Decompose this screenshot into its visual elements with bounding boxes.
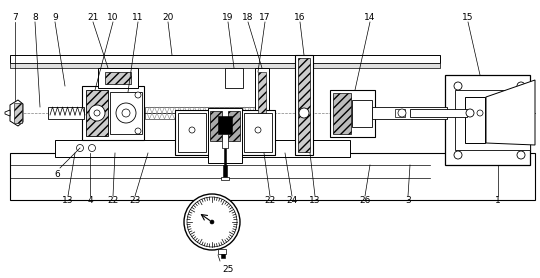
Circle shape [454, 151, 462, 159]
Text: 18: 18 [242, 13, 254, 22]
Bar [455, 90, 530, 150]
Text: 16: 16 [294, 13, 306, 22]
Circle shape [268, 145, 275, 152]
Text: 9: 9 [52, 13, 58, 22]
Bar [208, 108, 242, 163]
Bar [352, 100, 372, 127]
Bar [221, 254, 225, 258]
Polygon shape [10, 100, 23, 126]
Circle shape [116, 103, 136, 123]
Bar [410, 109, 467, 117]
Text: 6: 6 [54, 170, 60, 179]
Circle shape [517, 151, 525, 159]
Circle shape [210, 220, 214, 224]
Bar [225, 68, 243, 88]
Bar [82, 86, 144, 140]
Bar [10, 153, 535, 200]
Circle shape [184, 194, 240, 250]
Bar [14, 103, 22, 123]
Text: 1: 1 [495, 196, 501, 205]
Circle shape [77, 145, 84, 152]
Bar [178, 113, 206, 152]
Text: 14: 14 [364, 13, 376, 22]
Circle shape [89, 105, 105, 121]
Bar [210, 111, 222, 141]
Circle shape [454, 82, 462, 90]
Bar [221, 177, 229, 180]
Text: 13: 13 [62, 196, 74, 205]
Circle shape [122, 109, 130, 117]
Text: 26: 26 [359, 196, 370, 205]
Polygon shape [486, 80, 535, 145]
Bar [218, 116, 232, 134]
Bar [295, 55, 313, 155]
Text: 11: 11 [132, 13, 144, 22]
Bar [298, 58, 310, 152]
Circle shape [398, 109, 406, 117]
Circle shape [94, 110, 100, 116]
Bar [228, 111, 240, 141]
Circle shape [466, 109, 474, 117]
Text: 21: 21 [87, 13, 99, 22]
Circle shape [135, 92, 141, 98]
Text: 24: 24 [286, 196, 298, 205]
Text: 22: 22 [265, 196, 275, 205]
Bar [258, 72, 266, 150]
Bar [255, 68, 269, 153]
Bar [223, 165, 227, 177]
Bar [445, 75, 530, 165]
Bar [145, 107, 260, 119]
Bar [105, 72, 131, 84]
Bar [10, 55, 440, 63]
Circle shape [255, 127, 261, 133]
Text: 19: 19 [222, 13, 234, 22]
Polygon shape [5, 110, 10, 116]
Text: 17: 17 [259, 13, 271, 22]
Text: 25: 25 [222, 265, 234, 274]
Circle shape [187, 197, 237, 247]
Bar [86, 90, 108, 136]
Text: 7: 7 [12, 13, 18, 22]
Bar [110, 92, 142, 134]
Bar [218, 249, 226, 254]
Bar [465, 97, 485, 143]
Bar [48, 107, 84, 119]
Bar [244, 113, 272, 152]
Bar [333, 93, 351, 134]
Text: 3: 3 [405, 196, 411, 205]
Bar [330, 90, 375, 137]
Bar [98, 68, 138, 88]
Text: 15: 15 [462, 13, 474, 22]
Bar [372, 107, 447, 119]
Text: 4: 4 [87, 196, 93, 205]
Text: 23: 23 [129, 196, 141, 205]
Bar [395, 109, 405, 117]
Circle shape [477, 110, 483, 116]
Bar [10, 63, 440, 68]
Bar [175, 110, 275, 155]
Bar [222, 134, 228, 148]
Circle shape [299, 108, 309, 118]
Circle shape [256, 145, 264, 152]
Text: 22: 22 [107, 196, 119, 205]
Bar [224, 148, 226, 168]
Circle shape [189, 127, 195, 133]
Circle shape [517, 82, 525, 90]
Bar [55, 140, 350, 157]
Circle shape [89, 145, 96, 152]
Text: 8: 8 [32, 13, 38, 22]
Text: 20: 20 [163, 13, 174, 22]
Circle shape [135, 128, 141, 134]
Text: 10: 10 [107, 13, 119, 22]
Text: 13: 13 [309, 196, 321, 205]
